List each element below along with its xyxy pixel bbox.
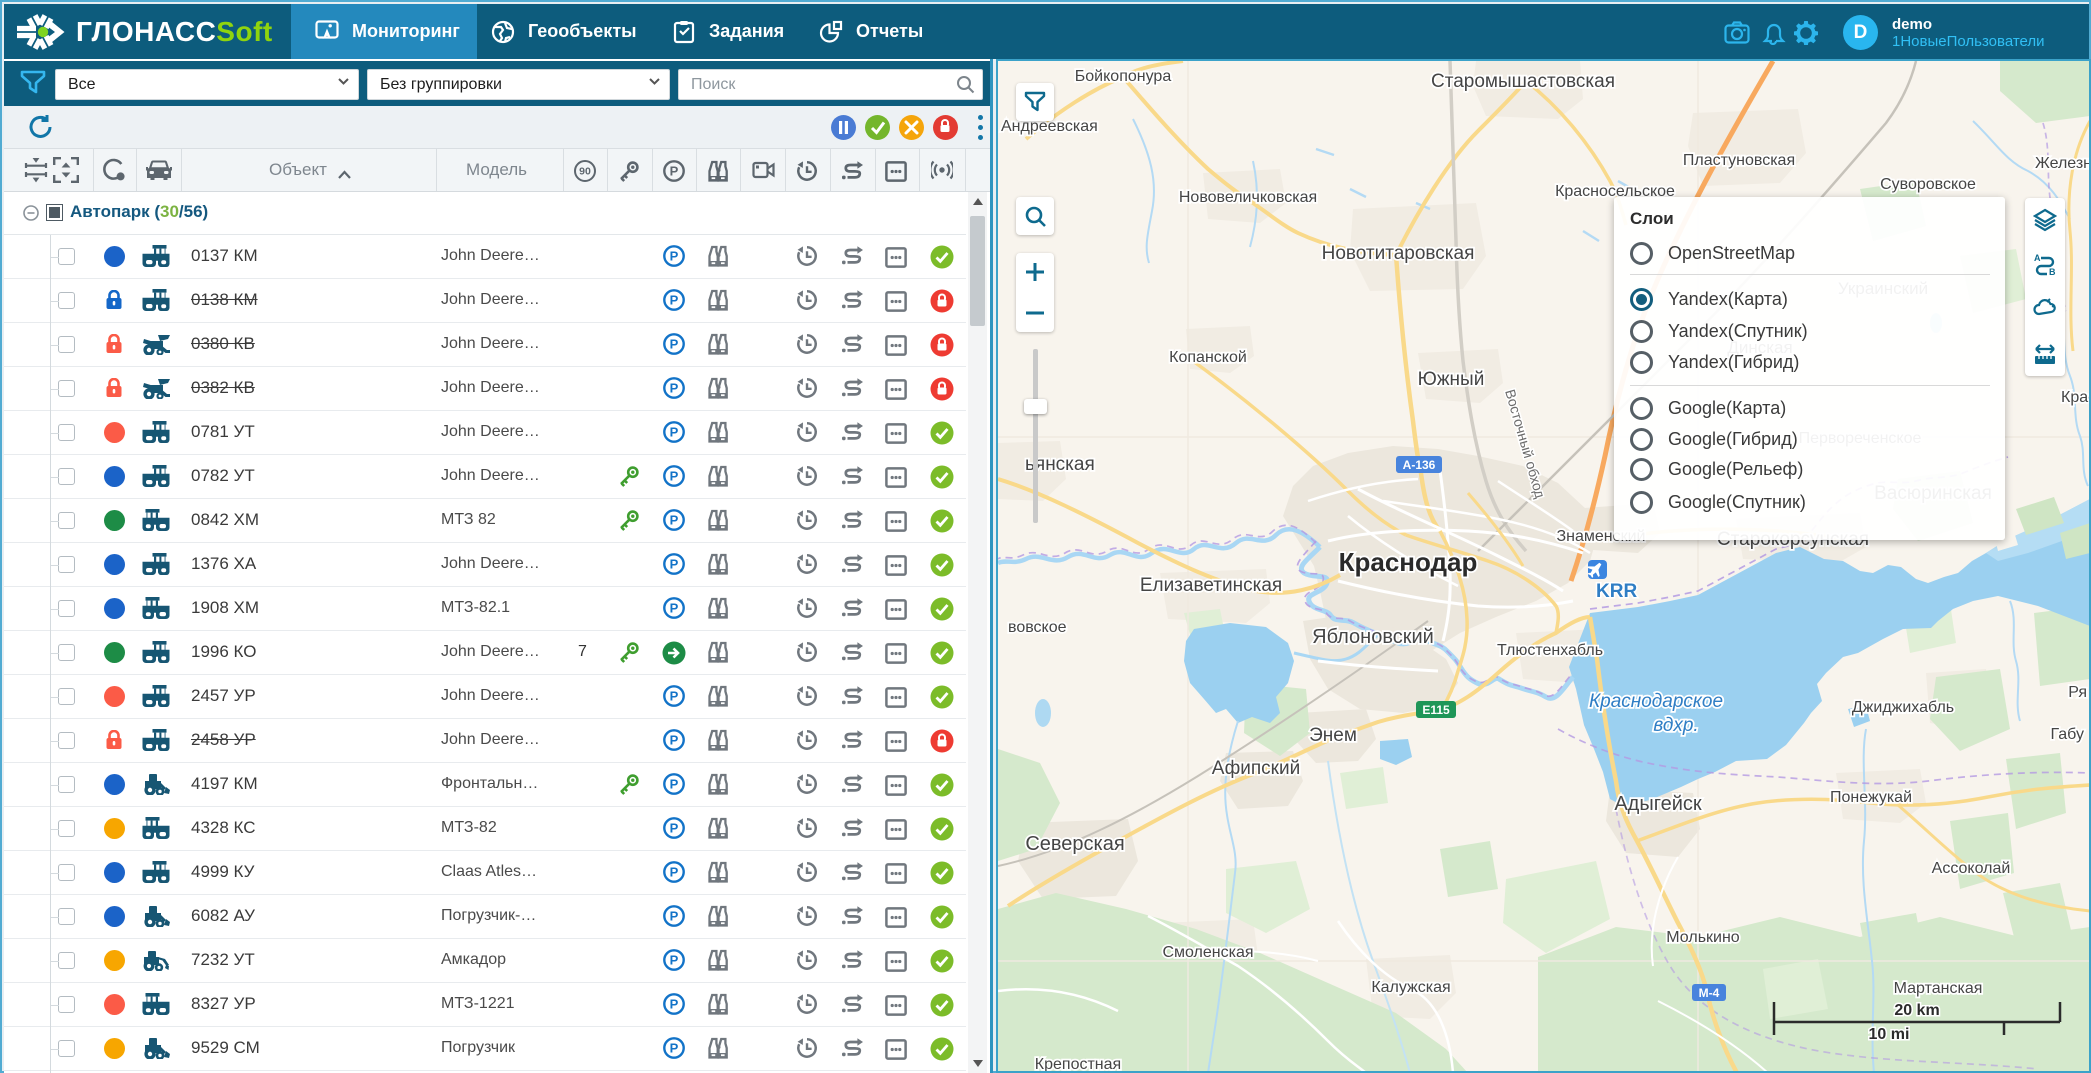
svg-text:Ря: Ря — [2068, 684, 2087, 701]
svg-text:вдхр.: вдхр. — [1653, 715, 1698, 736]
svg-text:Джиджихабль: Джиджихабль — [1852, 699, 1954, 716]
svg-text:P: P — [670, 821, 679, 836]
svg-text:Энем: Энем — [1309, 725, 1357, 746]
svg-text:Мартанская: Мартанская — [1894, 980, 1983, 997]
svg-text:P: P — [670, 909, 679, 924]
svg-text:P: P — [670, 997, 679, 1012]
svg-text:20 km: 20 km — [1894, 1002, 1939, 1019]
svg-text:Новотитаровская: Новотитаровская — [1322, 243, 1475, 264]
svg-text:P: P — [670, 381, 679, 396]
svg-text:P: P — [670, 777, 679, 792]
svg-text:Молькино: Молькино — [1666, 929, 1740, 946]
svg-text:Адыгейск: Адыгейск — [1614, 793, 1702, 815]
svg-text:Ассоколай: Ассоколай — [1932, 860, 2011, 877]
svg-text:Северская: Северская — [1025, 833, 1124, 855]
svg-text:М-4: М-4 — [1699, 986, 1720, 1000]
svg-text:Пластуновская: Пластуновская — [1683, 152, 1795, 169]
svg-text:Железн: Железн — [2035, 155, 2089, 172]
svg-text:P: P — [670, 469, 679, 484]
svg-text:P: P — [670, 164, 679, 179]
svg-text:Южный: Южный — [1418, 369, 1485, 390]
svg-text:Яблоновский: Яблоновский — [1312, 626, 1434, 648]
svg-text:Краснодарское: Краснодарское — [1589, 691, 1723, 712]
svg-text:Тлюстенхабль: Тлюстенхабль — [1497, 642, 1603, 659]
svg-text:P: P — [670, 293, 679, 308]
svg-text:Понежукай: Понежукай — [1830, 789, 1912, 806]
svg-text:90: 90 — [579, 166, 591, 178]
svg-text:Андреевская: Андреевская — [1001, 118, 1098, 135]
svg-text:Старомышастовская: Старомышастовская — [1431, 71, 1615, 92]
svg-text:B: B — [2049, 267, 2056, 277]
svg-text:P: P — [670, 1041, 679, 1056]
svg-text:P: P — [670, 425, 679, 440]
svg-text:E115: E115 — [1422, 703, 1450, 717]
svg-text:A: A — [2034, 253, 2041, 263]
svg-text:P: P — [670, 865, 679, 880]
svg-text:KRR: KRR — [1596, 581, 1637, 602]
svg-text:10 mi: 10 mi — [1869, 1026, 1910, 1043]
svg-text:Нововеличковская: Нововеличковская — [1179, 189, 1317, 206]
svg-text:вовское: вовское — [1008, 619, 1067, 636]
svg-text:Копанской: Копанской — [1169, 349, 1247, 366]
svg-text:P: P — [670, 249, 679, 264]
svg-text:P: P — [670, 337, 679, 352]
svg-text:Красносельское: Красносельское — [1555, 183, 1675, 200]
svg-text:Крепостная: Крепостная — [1035, 1056, 1121, 1071]
svg-text:Суворовское: Суворовское — [1880, 176, 1976, 193]
svg-text:Красно: Красно — [2061, 389, 2089, 406]
svg-text:P: P — [670, 601, 679, 616]
svg-text:P: P — [670, 557, 679, 572]
svg-text:А-136: А-136 — [1403, 458, 1436, 472]
svg-text:Афипский: Афипский — [1212, 758, 1300, 779]
svg-text:Калужская: Калужская — [1371, 979, 1450, 996]
svg-text:P: P — [670, 513, 679, 528]
svg-text:P: P — [670, 733, 679, 748]
svg-text:Елизаветинская: Елизаветинская — [1140, 575, 1282, 596]
svg-text:Габу: Габу — [2051, 726, 2084, 743]
svg-text:P: P — [670, 953, 679, 968]
svg-text:Краснодар: Краснодар — [1339, 547, 1478, 577]
svg-text:Смоленская: Смоленская — [1162, 944, 1253, 961]
svg-text:P: P — [670, 689, 679, 704]
svg-text:Бойкопонура: Бойкопонура — [1075, 68, 1172, 85]
